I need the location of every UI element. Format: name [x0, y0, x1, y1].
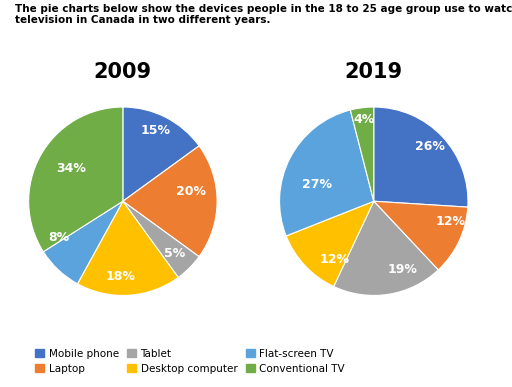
Legend: Mobile phone, Laptop, Tablet, Desktop computer, Flat-screen TV, Conventional TV: Mobile phone, Laptop, Tablet, Desktop co… — [31, 344, 349, 378]
Text: 20%: 20% — [176, 185, 206, 198]
Wedge shape — [374, 107, 468, 207]
Text: 5%: 5% — [164, 247, 185, 260]
Wedge shape — [334, 201, 438, 295]
Title: 2009: 2009 — [94, 62, 152, 82]
Wedge shape — [123, 107, 199, 201]
Text: 4%: 4% — [354, 113, 375, 126]
Wedge shape — [44, 201, 123, 284]
Title: 2019: 2019 — [345, 62, 403, 82]
Text: 19%: 19% — [387, 262, 417, 276]
Wedge shape — [123, 201, 199, 277]
Text: 15%: 15% — [141, 124, 171, 137]
Text: 26%: 26% — [415, 140, 445, 153]
Text: The pie charts below show the devices people in the 18 to 25 age group use to wa: The pie charts below show the devices pe… — [15, 4, 512, 26]
Wedge shape — [286, 201, 374, 286]
Wedge shape — [374, 201, 468, 270]
Text: 8%: 8% — [48, 231, 70, 243]
Wedge shape — [123, 146, 217, 257]
Text: 18%: 18% — [106, 270, 136, 283]
Text: 34%: 34% — [56, 162, 86, 175]
Wedge shape — [29, 107, 123, 252]
Wedge shape — [77, 201, 178, 295]
Text: 12%: 12% — [436, 216, 466, 228]
Text: 27%: 27% — [302, 178, 332, 191]
Wedge shape — [350, 107, 374, 201]
Wedge shape — [280, 110, 374, 236]
Text: 12%: 12% — [319, 253, 349, 266]
